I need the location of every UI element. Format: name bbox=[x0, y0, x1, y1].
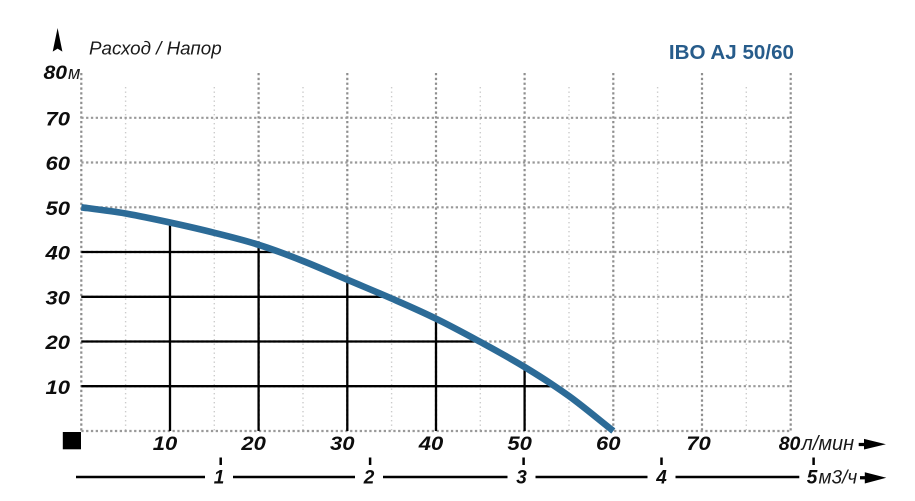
svg-text:1: 1 bbox=[214, 467, 225, 488]
svg-text:20: 20 bbox=[240, 433, 266, 455]
svg-text:10: 10 bbox=[46, 378, 71, 399]
svg-text:10: 10 bbox=[153, 433, 178, 455]
svg-text:л/мин: л/мин bbox=[801, 433, 855, 455]
svg-text:Расход / Напор: Расход / Напор bbox=[89, 38, 222, 59]
svg-text:30: 30 bbox=[46, 288, 71, 309]
svg-text:40: 40 bbox=[44, 244, 70, 265]
svg-text:IBO AJ 50/60: IBO AJ 50/60 bbox=[669, 41, 794, 64]
svg-text:20: 20 bbox=[44, 333, 70, 354]
svg-text:80: 80 bbox=[779, 433, 801, 455]
svg-text:80: 80 bbox=[44, 63, 68, 84]
svg-text:70: 70 bbox=[686, 433, 711, 455]
svg-text:40: 40 bbox=[418, 433, 444, 455]
svg-text:60: 60 bbox=[596, 433, 621, 455]
svg-text:5: 5 bbox=[807, 467, 818, 488]
svg-text:4: 4 bbox=[655, 467, 667, 488]
svg-text:70: 70 bbox=[46, 110, 71, 131]
svg-text:2: 2 bbox=[363, 467, 375, 488]
svg-text:м: м bbox=[68, 63, 80, 83]
svg-text:3: 3 bbox=[516, 467, 527, 488]
svg-text:м3/ч: м3/ч bbox=[819, 467, 858, 488]
svg-text:60: 60 bbox=[46, 154, 71, 175]
svg-text:50: 50 bbox=[507, 433, 532, 455]
svg-text:30: 30 bbox=[330, 433, 355, 455]
svg-text:50: 50 bbox=[46, 199, 71, 220]
